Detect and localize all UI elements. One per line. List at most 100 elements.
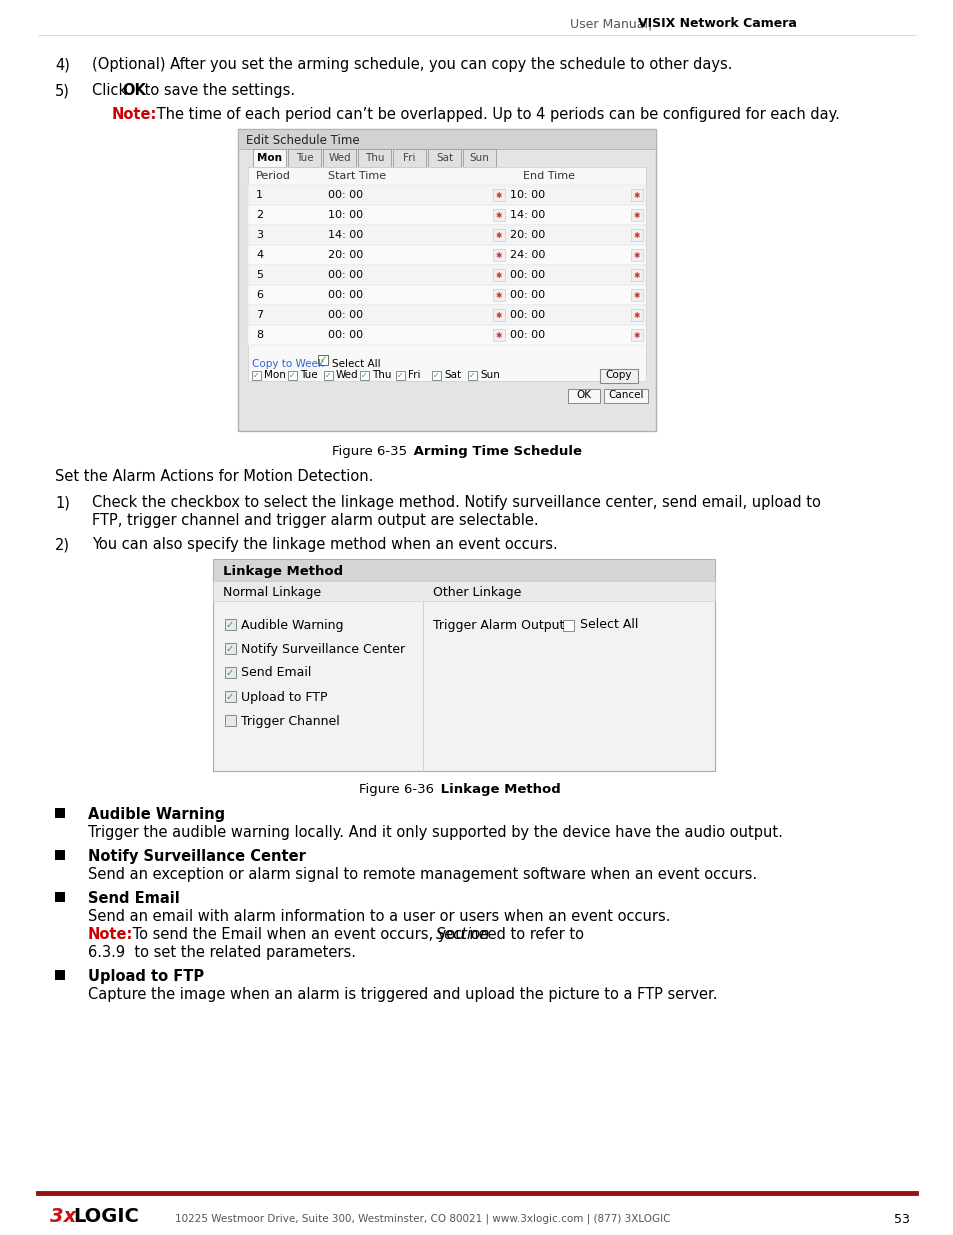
Bar	[630, 329, 642, 341]
Bar	[248, 266, 645, 285]
Bar	[603, 389, 647, 403]
Text: ✓: ✓	[226, 668, 233, 678]
Text: ✱: ✱	[496, 270, 501, 279]
Text: Copy to Week: Copy to Week	[252, 359, 324, 369]
Bar	[225, 715, 235, 726]
Text: ✱: ✱	[633, 270, 639, 279]
Text: 7: 7	[255, 310, 263, 320]
Text: 00: 00: 00: 00	[510, 330, 544, 340]
Text: 4): 4)	[55, 57, 70, 72]
Text: Figure 6-36: Figure 6-36	[358, 783, 434, 797]
Bar	[213, 559, 714, 771]
Text: 6.3.9  to set the related parameters.: 6.3.9 to set the related parameters.	[88, 945, 355, 960]
Text: Select All: Select All	[579, 619, 638, 631]
Bar	[393, 149, 426, 167]
Text: ✱: ✱	[496, 231, 501, 240]
Bar	[630, 189, 642, 201]
Text: ✓: ✓	[253, 370, 259, 379]
Bar	[288, 149, 320, 167]
Text: Tue: Tue	[295, 153, 313, 163]
Text: 4: 4	[255, 249, 263, 261]
Bar	[237, 128, 656, 431]
Text: 00: 00: 00: 00	[510, 270, 544, 280]
Bar	[248, 325, 645, 345]
Text: Wed: Wed	[328, 153, 351, 163]
Text: 2): 2)	[55, 537, 70, 552]
Text: Capture the image when an alarm is triggered and upload the picture to a FTP ser: Capture the image when an alarm is trigg…	[88, 987, 717, 1002]
Text: 14: 00: 14: 00	[328, 230, 363, 240]
Text: Tue: Tue	[299, 370, 317, 380]
Bar	[630, 289, 642, 301]
Text: Cancel: Cancel	[608, 390, 643, 400]
Text: Audible Warning: Audible Warning	[241, 619, 343, 631]
Text: Trigger Alarm Output: Trigger Alarm Output	[433, 619, 564, 631]
Bar	[225, 667, 235, 678]
Bar	[253, 149, 286, 167]
Text: ✓: ✓	[319, 354, 327, 363]
Text: ✓: ✓	[226, 692, 233, 701]
Bar	[493, 228, 504, 241]
Bar	[567, 389, 599, 403]
Bar	[213, 559, 714, 580]
Text: ✱: ✱	[633, 310, 639, 320]
Text: Section: Section	[436, 927, 490, 942]
Bar	[248, 285, 645, 305]
Text: 10: 00: 10: 00	[328, 210, 363, 220]
Text: Note:: Note:	[88, 927, 133, 942]
Text: You can also specify the linkage method when an event occurs.: You can also specify the linkage method …	[91, 537, 558, 552]
Text: 10: 00: 10: 00	[510, 190, 544, 200]
Bar	[55, 892, 65, 902]
Text: ✱: ✱	[496, 190, 501, 200]
Text: 10225 Westmoor Drive, Suite 300, Westminster, CO 80021 | www.3xlogic.com | (877): 10225 Westmoor Drive, Suite 300, Westmin…	[174, 1213, 670, 1224]
Text: Upload to FTP: Upload to FTP	[88, 969, 204, 984]
Text: ✱: ✱	[633, 290, 639, 300]
Text: 20: 00: 20: 00	[328, 249, 363, 261]
Text: Edit Schedule Time: Edit Schedule Time	[246, 135, 359, 147]
Bar	[252, 370, 261, 380]
Text: 00: 00: 00: 00	[328, 310, 363, 320]
Bar	[55, 850, 65, 860]
Text: 6: 6	[255, 290, 263, 300]
Text: (Optional) After you set the arming schedule, you can copy the schedule to other: (Optional) After you set the arming sche…	[91, 57, 732, 72]
Text: 5: 5	[255, 270, 263, 280]
Bar	[493, 209, 504, 221]
Text: Upload to FTP: Upload to FTP	[241, 690, 327, 704]
Text: Wed: Wed	[335, 370, 358, 380]
Bar	[630, 228, 642, 241]
Text: ✓: ✓	[289, 370, 294, 379]
Bar	[630, 309, 642, 321]
Bar	[288, 370, 296, 380]
Text: 1): 1)	[55, 495, 70, 510]
Text: ✓: ✓	[226, 643, 233, 655]
Text: Thu: Thu	[364, 153, 384, 163]
Bar	[248, 245, 645, 266]
Bar	[317, 354, 328, 366]
Text: Click: Click	[91, 83, 132, 98]
Bar	[468, 370, 476, 380]
Bar	[357, 149, 391, 167]
Text: Set the Alarm Actions for Motion Detection.: Set the Alarm Actions for Motion Detecti…	[55, 469, 373, 484]
Bar	[237, 128, 656, 149]
Text: ✱: ✱	[633, 190, 639, 200]
Text: Sun: Sun	[469, 153, 489, 163]
Text: 00: 00: 00: 00	[328, 330, 363, 340]
Text: Audible Warning: Audible Warning	[88, 806, 225, 823]
Bar	[248, 225, 645, 245]
Bar	[248, 305, 645, 325]
Bar	[359, 370, 369, 380]
Text: ✱: ✱	[496, 310, 501, 320]
Bar	[324, 370, 333, 380]
Text: Check the checkbox to select the linkage method. Notify surveillance center, sen: Check the checkbox to select the linkage…	[91, 495, 820, 510]
Text: Sat: Sat	[443, 370, 460, 380]
Bar	[493, 189, 504, 201]
Text: Linkage Method: Linkage Method	[223, 564, 343, 578]
Text: Mon: Mon	[264, 370, 286, 380]
Text: VISIX Network Camera: VISIX Network Camera	[638, 17, 796, 30]
Text: Note:: Note:	[112, 107, 157, 122]
Text: Sat: Sat	[436, 153, 453, 163]
Bar	[55, 969, 65, 981]
Bar	[428, 149, 460, 167]
Text: Trigger Channel: Trigger Channel	[241, 715, 339, 727]
Text: 00: 00: 00: 00	[328, 290, 363, 300]
Bar	[225, 643, 235, 655]
